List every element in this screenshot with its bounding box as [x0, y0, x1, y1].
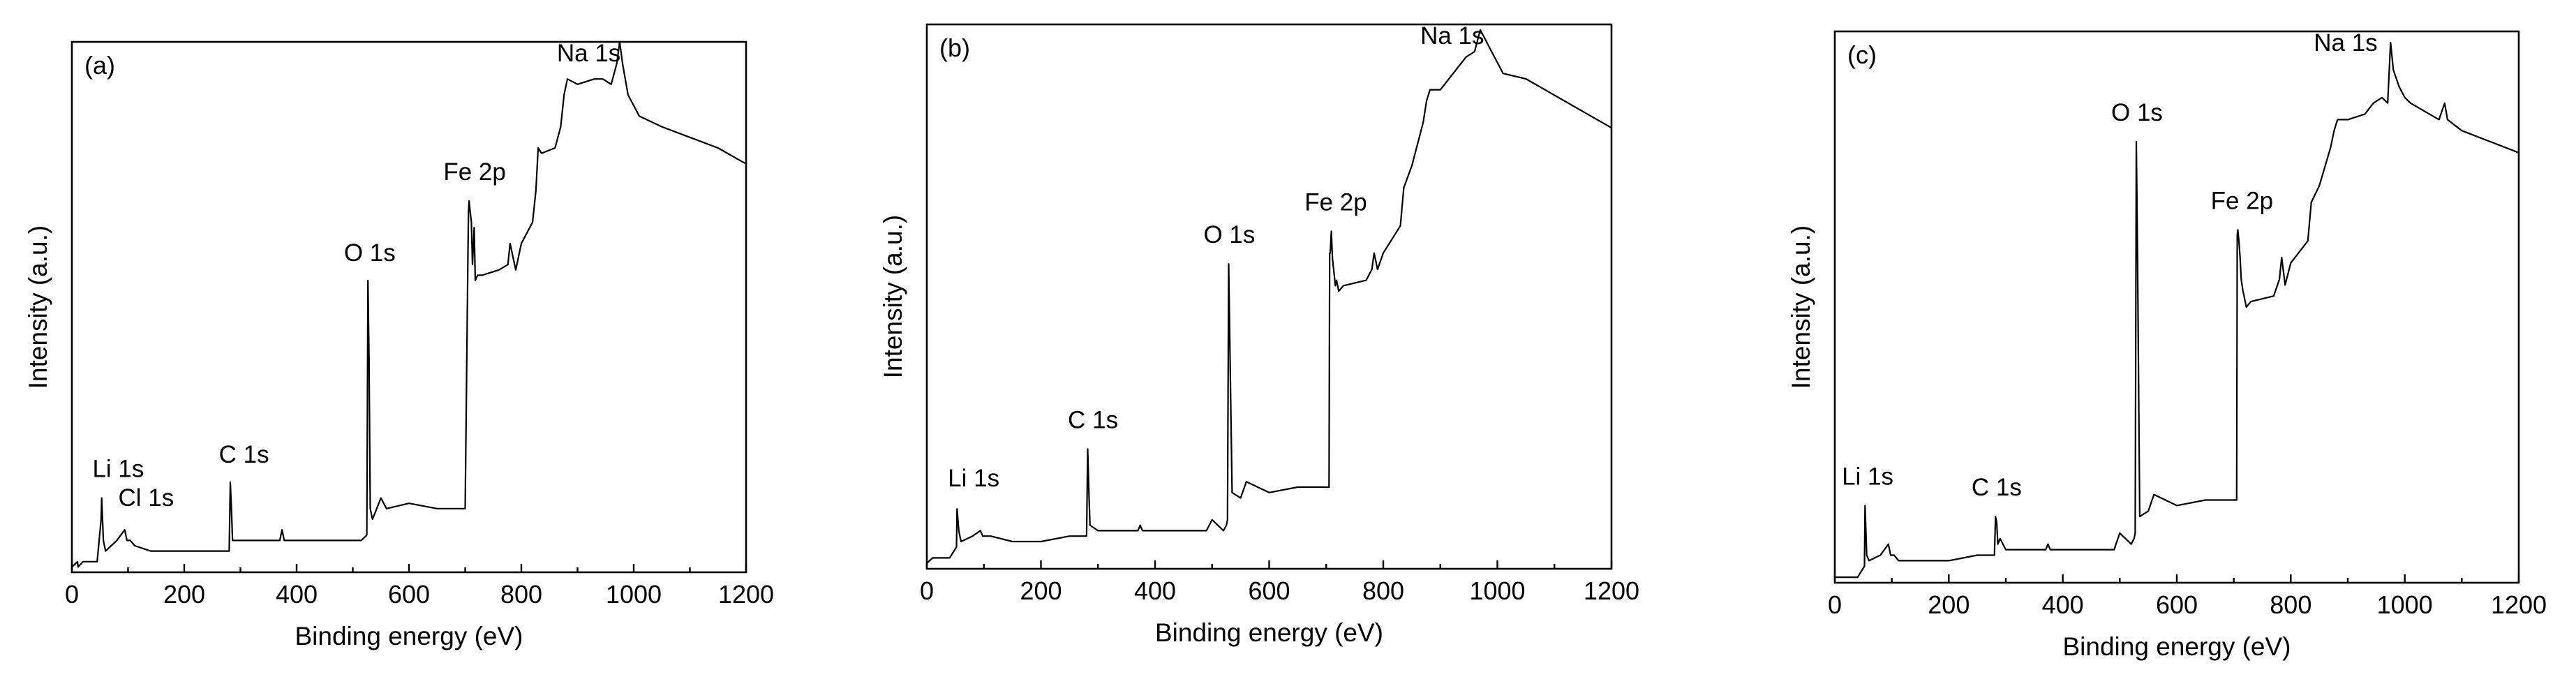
peak-label: Li 1s: [1842, 463, 1893, 490]
x-axis-label: Binding energy (eV): [2062, 632, 2291, 661]
x-tick-label: 0: [65, 580, 79, 609]
peak-label: Fe 2p: [443, 158, 506, 186]
x-tick-label: 400: [1134, 576, 1176, 605]
peak-label: O 1s: [344, 239, 396, 267]
x-tick-label: 1200: [1584, 576, 1639, 605]
x-axis-label: Binding energy (eV): [295, 622, 523, 650]
x-tick-label: 0: [1828, 590, 1842, 619]
x-tick-label: 1200: [2491, 590, 2547, 619]
panel-label: (a): [84, 51, 115, 80]
panel-label: (c): [1847, 40, 1877, 69]
plot-frame: [925, 23, 1613, 570]
x-tick-label: 0: [920, 576, 934, 605]
peak-label: Li 1s: [948, 465, 999, 492]
x-tick-label: 600: [388, 580, 430, 609]
peak-label: Li 1s: [92, 456, 144, 483]
x-tick-label: 200: [1928, 590, 1970, 619]
x-axis-label: Binding energy (eV): [1155, 618, 1383, 647]
x-tick-label: 1000: [606, 580, 662, 609]
x-tick-label: 1000: [2377, 590, 2433, 619]
peak-label: C 1s: [1068, 406, 1118, 433]
peak-label: Fe 2p: [1304, 188, 1367, 216]
x-tick-label: 800: [500, 580, 542, 609]
peak-label: Fe 2p: [2211, 187, 2274, 214]
x-tick-label: 400: [276, 580, 318, 609]
y-axis-label: Intensity (a.u.): [24, 225, 52, 389]
peak-label: Na 1s: [2314, 29, 2377, 57]
y-axis-label: Intensity (a.u.): [879, 215, 907, 378]
peak-label: Na 1s: [1420, 22, 1484, 50]
x-tick-label: 600: [1248, 576, 1290, 605]
peak-label: Cl 1s: [119, 484, 174, 512]
chart-panel-3: 0 200 400 600 800 1000 1200 Binding energy (eV)…: [1787, 29, 2547, 661]
spectrum-line: [1835, 41, 2519, 579]
chart-panel-2: 0 200 400 600 800 1000 1200 Binding energy (eV)…: [879, 22, 1639, 647]
panel-label: (b): [939, 33, 970, 62]
y-axis-label: Intensity (a.u.): [1787, 225, 1815, 389]
peak-label: Na 1s: [557, 40, 620, 67]
x-tick-label: 200: [1020, 576, 1062, 605]
peak-label: C 1s: [219, 441, 269, 468]
peak-label: O 1s: [1203, 221, 1255, 248]
x-tick-label: 800: [2270, 590, 2311, 619]
x-tick-label: 400: [2042, 590, 2084, 619]
spectrum-line: [926, 29, 1612, 564]
peak-label: C 1s: [1972, 474, 2022, 501]
chart-panel-1: 0 200 400 600 800 1000 1200 Binding energy (eV)…: [24, 40, 774, 650]
x-tick-label: 1200: [718, 580, 774, 609]
x-tick-label: 800: [1362, 576, 1404, 605]
plot-frame: [1833, 30, 2520, 584]
spectrum-line: [71, 40, 747, 568]
peak-label: O 1s: [2111, 99, 2163, 126]
x-tick-label: 600: [2156, 590, 2198, 619]
x-tick-label: 1000: [1469, 576, 1525, 605]
x-tick-label: 200: [163, 580, 205, 609]
